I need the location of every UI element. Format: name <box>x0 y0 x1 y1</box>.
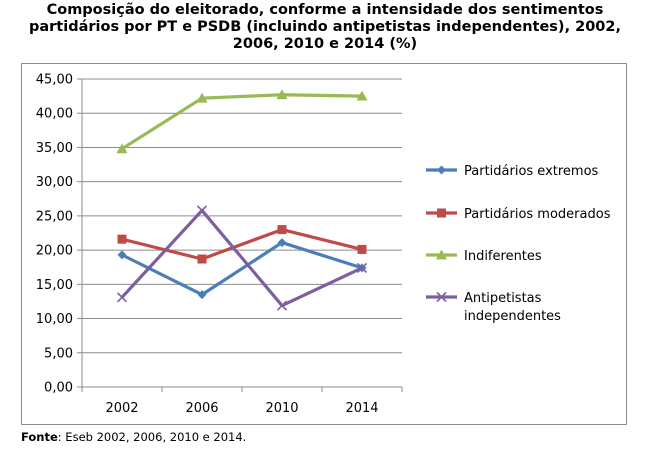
chart-title-line-1: Composição do eleitorado, conforme a int… <box>46 2 604 18</box>
data-point-antipetistas-independentes <box>276 300 288 311</box>
data-point-partidarios-moderados <box>117 234 127 244</box>
data-point-antipetistas-independentes <box>356 262 368 273</box>
legend-marker-indiferentes <box>436 249 447 260</box>
y-tick-label: 35,00 <box>36 141 73 156</box>
legend-label: Partidários moderados <box>464 207 611 222</box>
series-line-indiferentes <box>121 93 363 151</box>
x-tick-label: 2014 <box>345 401 378 416</box>
y-tick-label: 10,00 <box>36 312 73 327</box>
legend-marker-partidarios-extremos <box>437 165 446 175</box>
y-tick-label: 40,00 <box>36 107 73 122</box>
y-tick-label: 45,00 <box>36 73 73 88</box>
y-tick-label: 5,00 <box>44 346 73 361</box>
legend-label: Antipetistas <box>464 291 542 306</box>
chart-title-line-3: 2006, 2010 e 2014 (%) <box>232 36 418 52</box>
data-point-partidarios-extremos <box>277 238 287 248</box>
data-point-indiferentes <box>196 92 208 103</box>
series-line-partidarios-moderados <box>121 227 363 261</box>
legend-label: Indiferentes <box>464 249 542 264</box>
data-point-partidarios-extremos <box>117 250 127 260</box>
y-tick-label: 25,00 <box>36 209 73 224</box>
x-tick-label: 2010 <box>265 401 298 416</box>
chart-frame <box>21 63 627 425</box>
series-line-antipetistas-independentes <box>120 208 363 308</box>
series-line-partidarios-extremos <box>121 240 363 297</box>
data-point-partidarios-moderados <box>277 225 287 235</box>
legend-label: independentes <box>464 309 561 324</box>
x-tick-label: 2002 <box>105 401 138 416</box>
source-text: : Eseb 2002, 2006, 2010 e 2014. <box>57 430 247 444</box>
legend-label: Partidários extremos <box>464 164 599 179</box>
y-tick-label: 30,00 <box>36 175 73 190</box>
data-point-partidarios-moderados <box>197 254 207 264</box>
source-label: Fonte <box>21 430 58 444</box>
y-tick-label: 20,00 <box>36 244 73 259</box>
data-point-partidarios-extremos <box>197 290 207 300</box>
y-tick-label: 0,00 <box>44 381 73 396</box>
y-tick-label: 15,00 <box>36 278 73 293</box>
source-note: Fonte: Eseb 2002, 2006, 2010 e 2014. <box>21 430 246 444</box>
data-point-antipetistas-independentes <box>196 205 208 216</box>
data-point-indiferentes <box>116 143 128 154</box>
legend-marker-partidarios-moderados <box>437 208 446 218</box>
chart-title: Composição do eleitorado, conforme a int… <box>0 2 650 53</box>
data-point-indiferentes <box>356 90 368 101</box>
data-point-partidarios-moderados <box>357 244 367 254</box>
x-tick-label: 2006 <box>185 401 218 416</box>
data-point-indiferentes <box>276 89 288 100</box>
data-point-antipetistas-independentes <box>116 292 128 303</box>
chart-title-line-2: partidários por PT e PSDB (incluindo ant… <box>28 19 621 35</box>
legend-marker-antipetistas-independentes <box>436 291 447 303</box>
